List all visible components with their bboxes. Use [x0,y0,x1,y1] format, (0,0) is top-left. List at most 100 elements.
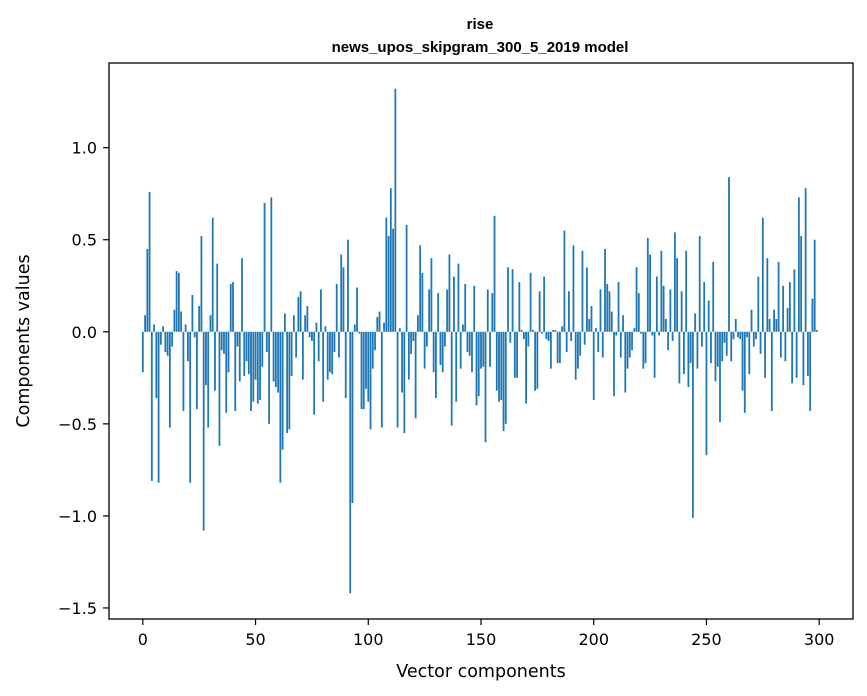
bar-component-73 [306,306,309,332]
bar-component-124 [421,272,424,332]
bar-component-17 [180,311,183,332]
bar-component-21 [189,331,192,483]
bar-component-222 [642,331,645,369]
bar-component-292 [800,236,803,332]
bar-component-218 [633,328,636,332]
bar-component-46 [245,331,248,362]
bar-component-191 [572,245,575,332]
bar-component-69 [297,296,300,332]
bar-component-54 [263,202,266,332]
bar-component-193 [577,331,579,369]
y-axis-ticks: −1.5 −1.0 −0.5 0.0 0.5 1.0 [58,139,109,618]
bar-component-279 [770,331,773,411]
bar-component-165 [513,331,516,378]
bar-component-297 [811,298,814,332]
bar-component-79 [320,289,322,332]
bar-component-272 [755,331,757,340]
bar-component-108 [385,217,388,332]
bar-component-70 [299,291,302,332]
bar-component-125 [423,331,426,369]
bar-component-102 [371,331,374,369]
bar-component-256 [719,331,721,422]
x-tick-label: 200 [578,630,609,649]
bar-component-116 [403,331,406,434]
bar-component-231 [662,285,665,332]
bar-component-42 [236,331,239,347]
bar-component-12 [168,331,171,428]
bar-component-88 [340,254,343,332]
bar-component-50 [254,331,257,380]
bar-component-226 [651,331,654,336]
bar-component-249 [703,282,706,332]
bar-component-52 [259,331,261,400]
bar-component-166 [516,331,518,378]
bar-component-219 [635,267,638,332]
bar-component-23 [193,331,196,338]
bar-component-164 [511,269,514,332]
bar-component-227 [653,331,656,378]
bar-component-115 [401,331,403,393]
bar-component-101 [369,331,372,430]
bar-component-146 [471,331,473,373]
bar-component-1 [144,315,146,332]
bar-component-151 [482,331,485,367]
bar-component-185 [559,331,561,364]
bar-component-129 [432,331,435,373]
x-tick-label: 0 [138,630,148,649]
bar-component-294 [804,188,807,332]
bar-component-234 [669,289,672,332]
bar-component-35 [220,331,223,351]
bar-component-171 [527,331,530,347]
bar-component-7 [157,331,160,483]
bar-component-203 [599,289,602,332]
bar-component-177 [540,331,543,334]
bar-component-180 [547,331,550,341]
bar-component-284 [782,285,785,332]
bar-component-176 [538,291,541,332]
bar-component-263 [734,318,737,332]
bar-component-290 [795,331,798,378]
y-tick-label: 0.5 [72,231,97,250]
bar-component-287 [788,282,791,332]
bar-component-239 [680,291,683,332]
bar-component-217 [631,331,633,351]
bar-component-87 [338,331,340,358]
bar-component-202 [597,331,600,353]
bar-component-285 [784,331,787,362]
bar-component-118 [407,331,410,380]
bar-component-220 [637,293,640,332]
y-tick-label: 1.0 [72,139,97,158]
bar-component-97 [360,331,363,410]
bar-component-246 [696,331,699,369]
bar-component-84 [331,331,334,375]
bar-component-94 [353,324,356,332]
bar-component-22 [191,294,194,332]
bar-component-24 [196,331,198,410]
bar-component-236 [673,232,676,332]
bar-component-143 [464,283,467,332]
bar-component-295 [807,331,809,376]
bar-component-29 [207,331,210,428]
bar-component-32 [214,331,216,391]
bar-component-157 [495,331,498,391]
bar-component-110 [389,188,392,332]
bar-component-233 [667,331,670,351]
bar-component-275 [761,217,764,332]
bar-component-161 [504,331,507,424]
bar-component-200 [592,331,595,400]
bar-component-190 [570,331,573,341]
bar-component-282 [777,261,780,332]
bar-component-113 [396,331,399,428]
bar-component-168 [520,329,523,332]
bar-component-6 [155,331,158,399]
bar-component-91 [347,239,349,332]
bar-component-123 [419,245,422,332]
bar-component-299 [816,329,818,332]
x-tick-label: 300 [804,630,835,649]
bar-component-80 [322,331,325,402]
bar-component-167 [518,282,521,332]
x-axis-label: Vector components [396,662,565,682]
bar-component-60 [277,331,279,393]
bar-component-5 [153,324,155,332]
bar-component-254 [714,331,717,382]
